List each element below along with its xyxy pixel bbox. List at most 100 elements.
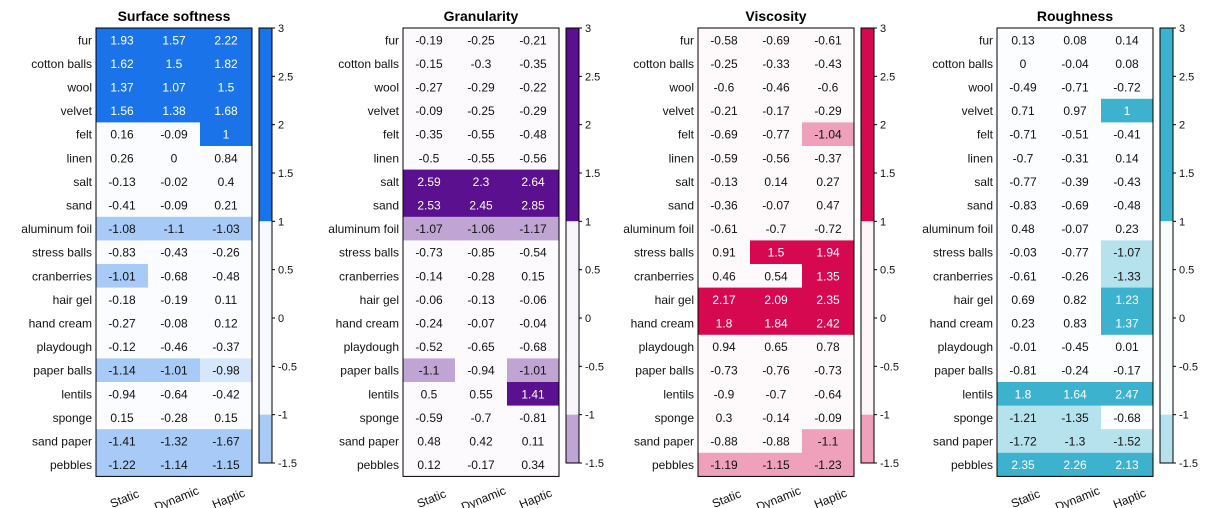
cell-value-label: 1.82	[214, 57, 238, 71]
cell-value-label: -0.48	[519, 128, 547, 142]
colorbar-tick-label: 1.5	[1179, 168, 1194, 180]
cell-value-label: -0.25	[467, 104, 495, 118]
heatmap-cell	[200, 287, 252, 312]
heatmap-cell	[455, 452, 507, 477]
cell-value-label: -0.12	[108, 340, 136, 354]
cell-value-label: -0.81	[1009, 364, 1037, 378]
cell-value-label: -0.19	[415, 33, 443, 47]
heatmap-cell	[802, 75, 854, 100]
heatmap-cell	[96, 382, 148, 407]
row-label: sponge	[954, 411, 994, 425]
cell-value-label: -0.22	[519, 81, 547, 95]
cell-value-label: 0.14	[1115, 33, 1139, 47]
heatmap-cell	[1101, 75, 1153, 100]
cell-value-label: -0.61	[710, 222, 738, 236]
cell-value-label: 0.01	[1115, 340, 1139, 354]
column-label: Haptic	[210, 486, 247, 508]
heatmap-cell	[1101, 98, 1153, 123]
cell-value-label: 0.54	[764, 269, 788, 283]
cell-value-label: 0	[1020, 57, 1027, 71]
heatmap-cell	[1101, 169, 1153, 194]
cell-value-label: -0.26	[212, 246, 240, 260]
cell-value-label: -0.9	[714, 387, 735, 401]
heatmap-cell	[750, 193, 802, 218]
row-label: hair gel	[954, 293, 993, 307]
cell-value-label: -0.43	[814, 57, 842, 71]
cell-value-label: -0.73	[710, 364, 738, 378]
heatmap-cell	[455, 405, 507, 430]
cell-value-label: -0.09	[814, 411, 842, 425]
cell-value-label: -0.21	[519, 33, 547, 47]
cell-value-label: -1.1	[419, 364, 440, 378]
heatmap-cell	[507, 311, 559, 336]
cell-value-label: -0.09	[160, 128, 188, 142]
cell-value-label: 0.14	[1115, 151, 1139, 165]
heatmap-cell	[148, 169, 200, 194]
cell-value-label: 2.22	[214, 33, 238, 47]
cell-value-label: -0.39	[1061, 175, 1089, 189]
cell-value-label: -0.03	[1009, 246, 1037, 260]
heatmap-cell	[698, 28, 750, 53]
heatmap-cell	[403, 240, 455, 265]
heatmap-cell	[455, 358, 507, 383]
heatmap-cell	[455, 75, 507, 100]
heatmap-cell	[698, 334, 750, 359]
cell-value-label: -0.27	[415, 81, 443, 95]
cell-value-label: 0.13	[1011, 33, 1035, 47]
heatmap-cell	[507, 452, 559, 477]
row-label: hand cream	[336, 317, 399, 331]
cell-value-label: -1.32	[160, 435, 188, 449]
heatmap-cell	[698, 193, 750, 218]
row-label: cotton balls	[932, 57, 993, 71]
heatmap-cell	[1049, 405, 1101, 430]
colorbar-tick-label: -1.5	[880, 458, 899, 470]
cell-value-label: -1.14	[160, 458, 188, 472]
heatmap-cell	[1049, 382, 1101, 407]
cell-value-label: 1.07	[162, 81, 186, 95]
cell-value-label: -0.27	[108, 317, 136, 331]
row-label: sand	[373, 199, 399, 213]
cell-value-label: 1.37	[1115, 317, 1139, 331]
colorbar-tick-label: -1	[880, 410, 890, 422]
cell-value-label: -0.04	[1061, 57, 1089, 71]
heatmap-cell	[96, 240, 148, 265]
heatmap-cell	[96, 429, 148, 454]
heatmap-cell	[750, 169, 802, 194]
heatmap-cell	[1049, 51, 1101, 76]
heatmap-cell	[507, 122, 559, 147]
cell-value-label: -0.02	[160, 175, 188, 189]
heatmap-cell	[997, 28, 1049, 53]
cell-value-label: -0.14	[415, 269, 443, 283]
heatmap-cell	[455, 146, 507, 171]
cell-value-label: -0.13	[710, 175, 738, 189]
row-label: pebbles	[951, 458, 993, 472]
row-label: aluminum foil	[21, 222, 92, 236]
heatmap-cell	[200, 193, 252, 218]
row-label: aluminum foil	[623, 222, 694, 236]
heatmap-cell	[148, 75, 200, 100]
cell-value-label: -0.29	[814, 104, 842, 118]
cell-value-label: -0.14	[762, 411, 790, 425]
heatmap-cell	[698, 287, 750, 312]
cell-value-label: -0.43	[160, 246, 188, 260]
cell-value-label: -1.06	[467, 222, 495, 236]
colorbar-segment-mid	[861, 221, 874, 415]
heatmap-cell	[148, 311, 200, 336]
cell-value-label: 0.12	[417, 458, 441, 472]
heatmap-cell	[750, 98, 802, 123]
cell-value-label: 2.45	[469, 199, 493, 213]
cell-value-label: -0.48	[212, 269, 240, 283]
colorbar-tick-label: 3	[585, 23, 591, 35]
heatmap-frame	[95, 27, 253, 477]
heatmap-cell	[750, 452, 802, 477]
colorbar-tick-label: 1.5	[880, 168, 895, 180]
heatmap-cell	[507, 193, 559, 218]
colorbar-segment-low	[566, 414, 579, 463]
cell-value-label: 0.91	[712, 246, 736, 260]
colorbar-segment-mid	[1160, 221, 1173, 415]
colorbar-tick-label: 3	[1179, 23, 1185, 35]
cell-value-label: -0.68	[519, 340, 547, 354]
cell-value-label: 1.56	[110, 104, 134, 118]
cell-value-label: -0.94	[467, 364, 495, 378]
cell-value-label: -0.7	[766, 222, 787, 236]
